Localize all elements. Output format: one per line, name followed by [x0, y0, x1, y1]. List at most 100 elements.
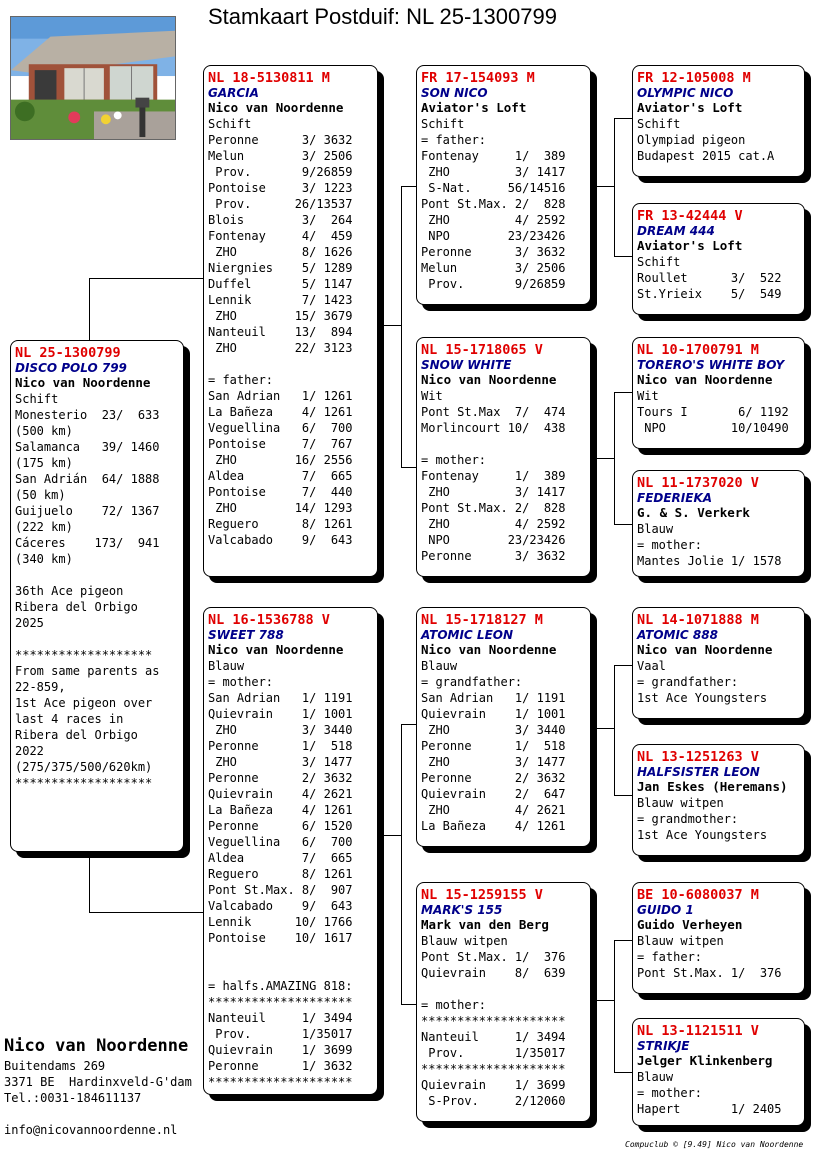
pedigree-card-mmm: NL 13-1121511 V STRIKJE Jelger Klinkenbe…: [632, 1018, 805, 1126]
card-line: ZHO 4/ 2592: [421, 517, 566, 531]
card-line: NPO 23/23426: [421, 533, 566, 547]
card-line: Pontoise 7/ 767: [208, 437, 353, 451]
card-line: Schift: [637, 255, 681, 269]
card-line: Guijuelo 72/ 1367: [15, 504, 160, 518]
card-line: St.Yrieix 5/ 549: [637, 287, 782, 301]
card-line: 1st Ace Youngsters: [637, 828, 768, 842]
card-line: Lennik 10/ 1766: [208, 915, 353, 929]
card-line: Hapert 1/ 2405: [637, 1102, 782, 1116]
card-line: (275/375/500/620km): [15, 760, 153, 774]
card-line: [421, 436, 587, 452]
card-line: Peronne 1/ 518: [421, 739, 566, 753]
connector-line: [401, 467, 417, 468]
card-line: = mother:: [637, 1086, 703, 1100]
connector-line: [614, 256, 632, 257]
card-line: ZHO 3/ 1417: [421, 485, 566, 499]
card-line: *******************: [15, 648, 153, 662]
card-line: Duffel 5/ 1147: [208, 277, 353, 291]
card-line: Schift: [208, 117, 252, 131]
pigeon-name: FEDERIEKA: [637, 491, 713, 505]
card-line: ZHO 22/ 3123: [208, 341, 353, 355]
card-line: ********************: [421, 1014, 566, 1028]
pedigree-card-father-mother: NL 15-1718065 V SNOW WHITE Nico van Noor…: [416, 337, 591, 577]
card-line: Blois 3/ 264: [208, 213, 353, 227]
card-line: Pontoise 3/ 1223: [208, 181, 353, 195]
owner-name: Mark van den Berg: [421, 917, 549, 932]
card-line: San Adrian 1/ 1191: [421, 691, 566, 705]
card-line: Prov. 9/26859: [421, 277, 566, 291]
card-line: ZHO 3/ 3440: [208, 723, 353, 737]
card-line: = grandfather:: [421, 675, 523, 689]
card-line: Peronne 2/ 3632: [208, 771, 353, 785]
pedigree-card-mother-mother: NL 15-1259155 V MARK'S 155 Mark van den …: [416, 882, 591, 1122]
card-line: ZHO 3/ 1417: [421, 165, 566, 179]
ring-number: FR 17-154093 M: [421, 70, 535, 86]
card-line: Peronne 3/ 3632: [421, 549, 566, 563]
pigeon-name: HALFSISTER LEON: [637, 765, 760, 779]
card-line: Peronne 3/ 3632: [421, 245, 566, 259]
connector-line: [614, 795, 632, 796]
card-line: Quievrain 1/ 1001: [421, 707, 566, 721]
page-title: Stamkaart Postduif: NL 25-1300799: [208, 4, 557, 29]
card-line: Blauw: [637, 522, 674, 536]
card-line: Quievrain 1/ 3699: [208, 1043, 353, 1057]
owner-name: G. & S. Verkerk: [637, 505, 750, 520]
card-line: 2025: [15, 616, 44, 630]
breeder-name: Nico van Noordenne: [4, 1036, 189, 1056]
card-line: Nanteuil 13/ 894: [208, 325, 353, 339]
card-line: Aldea 7/ 665: [208, 469, 353, 483]
card-line: 1st Ace Youngsters: [637, 691, 768, 705]
card-line: Pontoise 10/ 1617: [208, 931, 353, 945]
card-line: Budapest 2015 cat.A: [637, 149, 775, 163]
card-line: Quievrain 2/ 647: [421, 787, 566, 801]
card-line: *******************: [15, 776, 153, 790]
ring-number: NL 13-1251263 V: [637, 749, 759, 765]
card-line: last 4 races in: [15, 712, 124, 726]
card-line: Pont St.Max. 1/ 376: [637, 966, 782, 980]
card-line: Peronne 1/ 3632: [208, 1059, 353, 1073]
card-line: Peronne 2/ 3632: [421, 771, 566, 785]
card-line: NPO 23/23426: [421, 229, 566, 243]
pedigree-card-mother-father: NL 15-1718127 M ATOMIC LEON Nico van Noo…: [416, 607, 591, 847]
ring-number: NL 25-1300799: [15, 345, 121, 361]
card-line: = grandfather:: [637, 675, 739, 689]
breeder-email[interactable]: info@nicovannoordenne.nl: [4, 1123, 178, 1137]
pedigree-card-fff: FR 12-105008 M OLYMPIC NICO Aviator's Lo…: [632, 65, 805, 177]
ring-number: FR 12-105008 M: [637, 70, 751, 86]
card-line: Quievrain 8/ 639: [421, 966, 566, 980]
ring-number: NL 18-5130811 M: [208, 70, 330, 86]
card-line: Melun 3/ 2506: [208, 149, 353, 163]
card-line: S-Prov. 2/12060: [421, 1094, 566, 1108]
connector-line: [401, 1004, 417, 1005]
card-line: Cáceres 173/ 941: [15, 536, 160, 550]
card-line: La Bañeza 4/ 1261: [421, 819, 566, 833]
card-line: ZHO 16/ 2556: [208, 453, 353, 467]
owner-name: Nico van Noordenne: [637, 372, 773, 387]
connector-line: [384, 835, 401, 836]
pigeon-name: SNOW WHITE: [421, 358, 512, 372]
breeder-phone: Tel.:0031-184611137: [4, 1091, 142, 1105]
owner-name: Aviator's Loft: [637, 100, 743, 115]
card-line: ********************: [421, 1062, 566, 1076]
pedigree-card-father: NL 18-5130811 M GARCIA Nico van Noordenn…: [203, 65, 378, 577]
card-line: Schift: [637, 117, 681, 131]
pedigree-card-mother: NL 16-1536788 V SWEET 788 Nico van Noord…: [203, 607, 378, 1095]
card-line: ZHO 8/ 1626: [208, 245, 353, 259]
connector-line: [401, 186, 402, 468]
card-line: Prov. 1/35017: [421, 1046, 566, 1060]
owner-name: Nico van Noordenne: [208, 642, 344, 657]
pedigree-card-mfm: NL 13-1251263 V HALFSISTER LEON Jan Eske…: [632, 744, 805, 856]
card-line: ZHO 3/ 1477: [421, 755, 566, 769]
ring-number: BE 10-6080037 M: [637, 887, 759, 903]
card-line: Reguero 8/ 1261: [208, 517, 353, 531]
card-line: Quievrain 1/ 3699: [421, 1078, 566, 1092]
card-line: Blauw witpen: [637, 934, 724, 948]
card-line: Pontoise 7/ 440: [208, 485, 353, 499]
card-line: Ribera del Orbigo: [15, 600, 138, 614]
card-line: Prov. 9/26859: [208, 165, 353, 179]
card-line: Ribera del Orbigo: [15, 728, 138, 742]
ring-number: NL 15-1718065 V: [421, 342, 543, 358]
card-line: Olympiad pigeon: [637, 133, 746, 147]
connector-line: [89, 912, 204, 913]
owner-name: Jelger Klinkenberg: [637, 1053, 773, 1068]
